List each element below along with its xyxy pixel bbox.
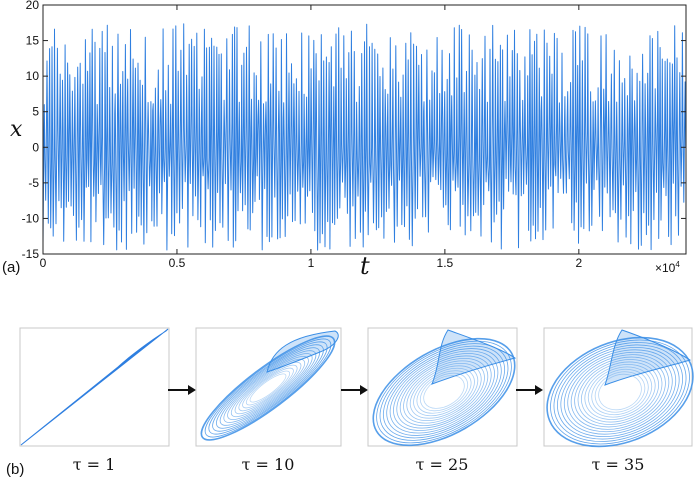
svg-text:0: 0 — [40, 256, 47, 270]
x-axis-ticks: 0 0.5 1 1.5 2 — [40, 5, 582, 270]
svg-text:1: 1 — [308, 256, 315, 270]
arrow-right-icon — [516, 385, 543, 395]
phase-panel-tau-1: τ = 1 — [19, 327, 170, 474]
phase-panel-tau-25: τ = 25 — [367, 327, 518, 474]
svg-text:20: 20 — [26, 0, 40, 12]
time-series-line — [43, 24, 686, 250]
attractor-trace — [20, 328, 169, 446]
panel-a-label: (a) — [2, 259, 20, 276]
phase-panel-tau-10: τ = 10 — [195, 327, 342, 474]
svg-text:0: 0 — [32, 140, 39, 154]
tau-label: τ = 35 — [592, 455, 645, 474]
phase-panel-tau-35: τ = 35 — [543, 327, 694, 474]
tau-label: τ = 25 — [416, 455, 469, 474]
svg-text:1.5: 1.5 — [437, 256, 454, 270]
svg-text:5: 5 — [32, 105, 39, 119]
svg-text:15: 15 — [26, 34, 40, 48]
attractor-trace — [546, 329, 694, 448]
phase-portraits: τ = 1 τ = 10 τ = 25 — [6, 327, 694, 478]
tau-label: τ = 10 — [242, 455, 295, 474]
tau-label: τ = 1 — [73, 455, 116, 474]
svg-text:0.5: 0.5 — [169, 256, 186, 270]
panel-b-label: (b) — [6, 461, 24, 478]
y-axis-label: x — [10, 117, 23, 142]
attractor-trace — [372, 329, 517, 447]
panel-frame — [195, 327, 342, 447]
svg-text:-15: -15 — [22, 247, 40, 261]
x-axis-label: t — [360, 252, 370, 280]
arrow-right-icon — [341, 385, 368, 395]
svg-text:10: 10 — [26, 69, 40, 83]
y-axis-ticks: 20 15 10 5 0 -5 -10 -15 — [22, 0, 686, 261]
svg-text:-10: -10 — [22, 211, 40, 225]
time-series-plot: 20 15 10 5 0 -5 -10 -15 0 0.5 1 1.5 2 x t (a) ×104 — [2, 0, 687, 280]
svg-text:-5: -5 — [28, 176, 39, 190]
svg-text:2: 2 — [575, 256, 582, 270]
x-multiplier: ×104 — [655, 260, 680, 275]
arrow-right-icon — [168, 385, 196, 395]
attractor-trace — [200, 330, 339, 441]
plot-frame — [42, 4, 687, 255]
